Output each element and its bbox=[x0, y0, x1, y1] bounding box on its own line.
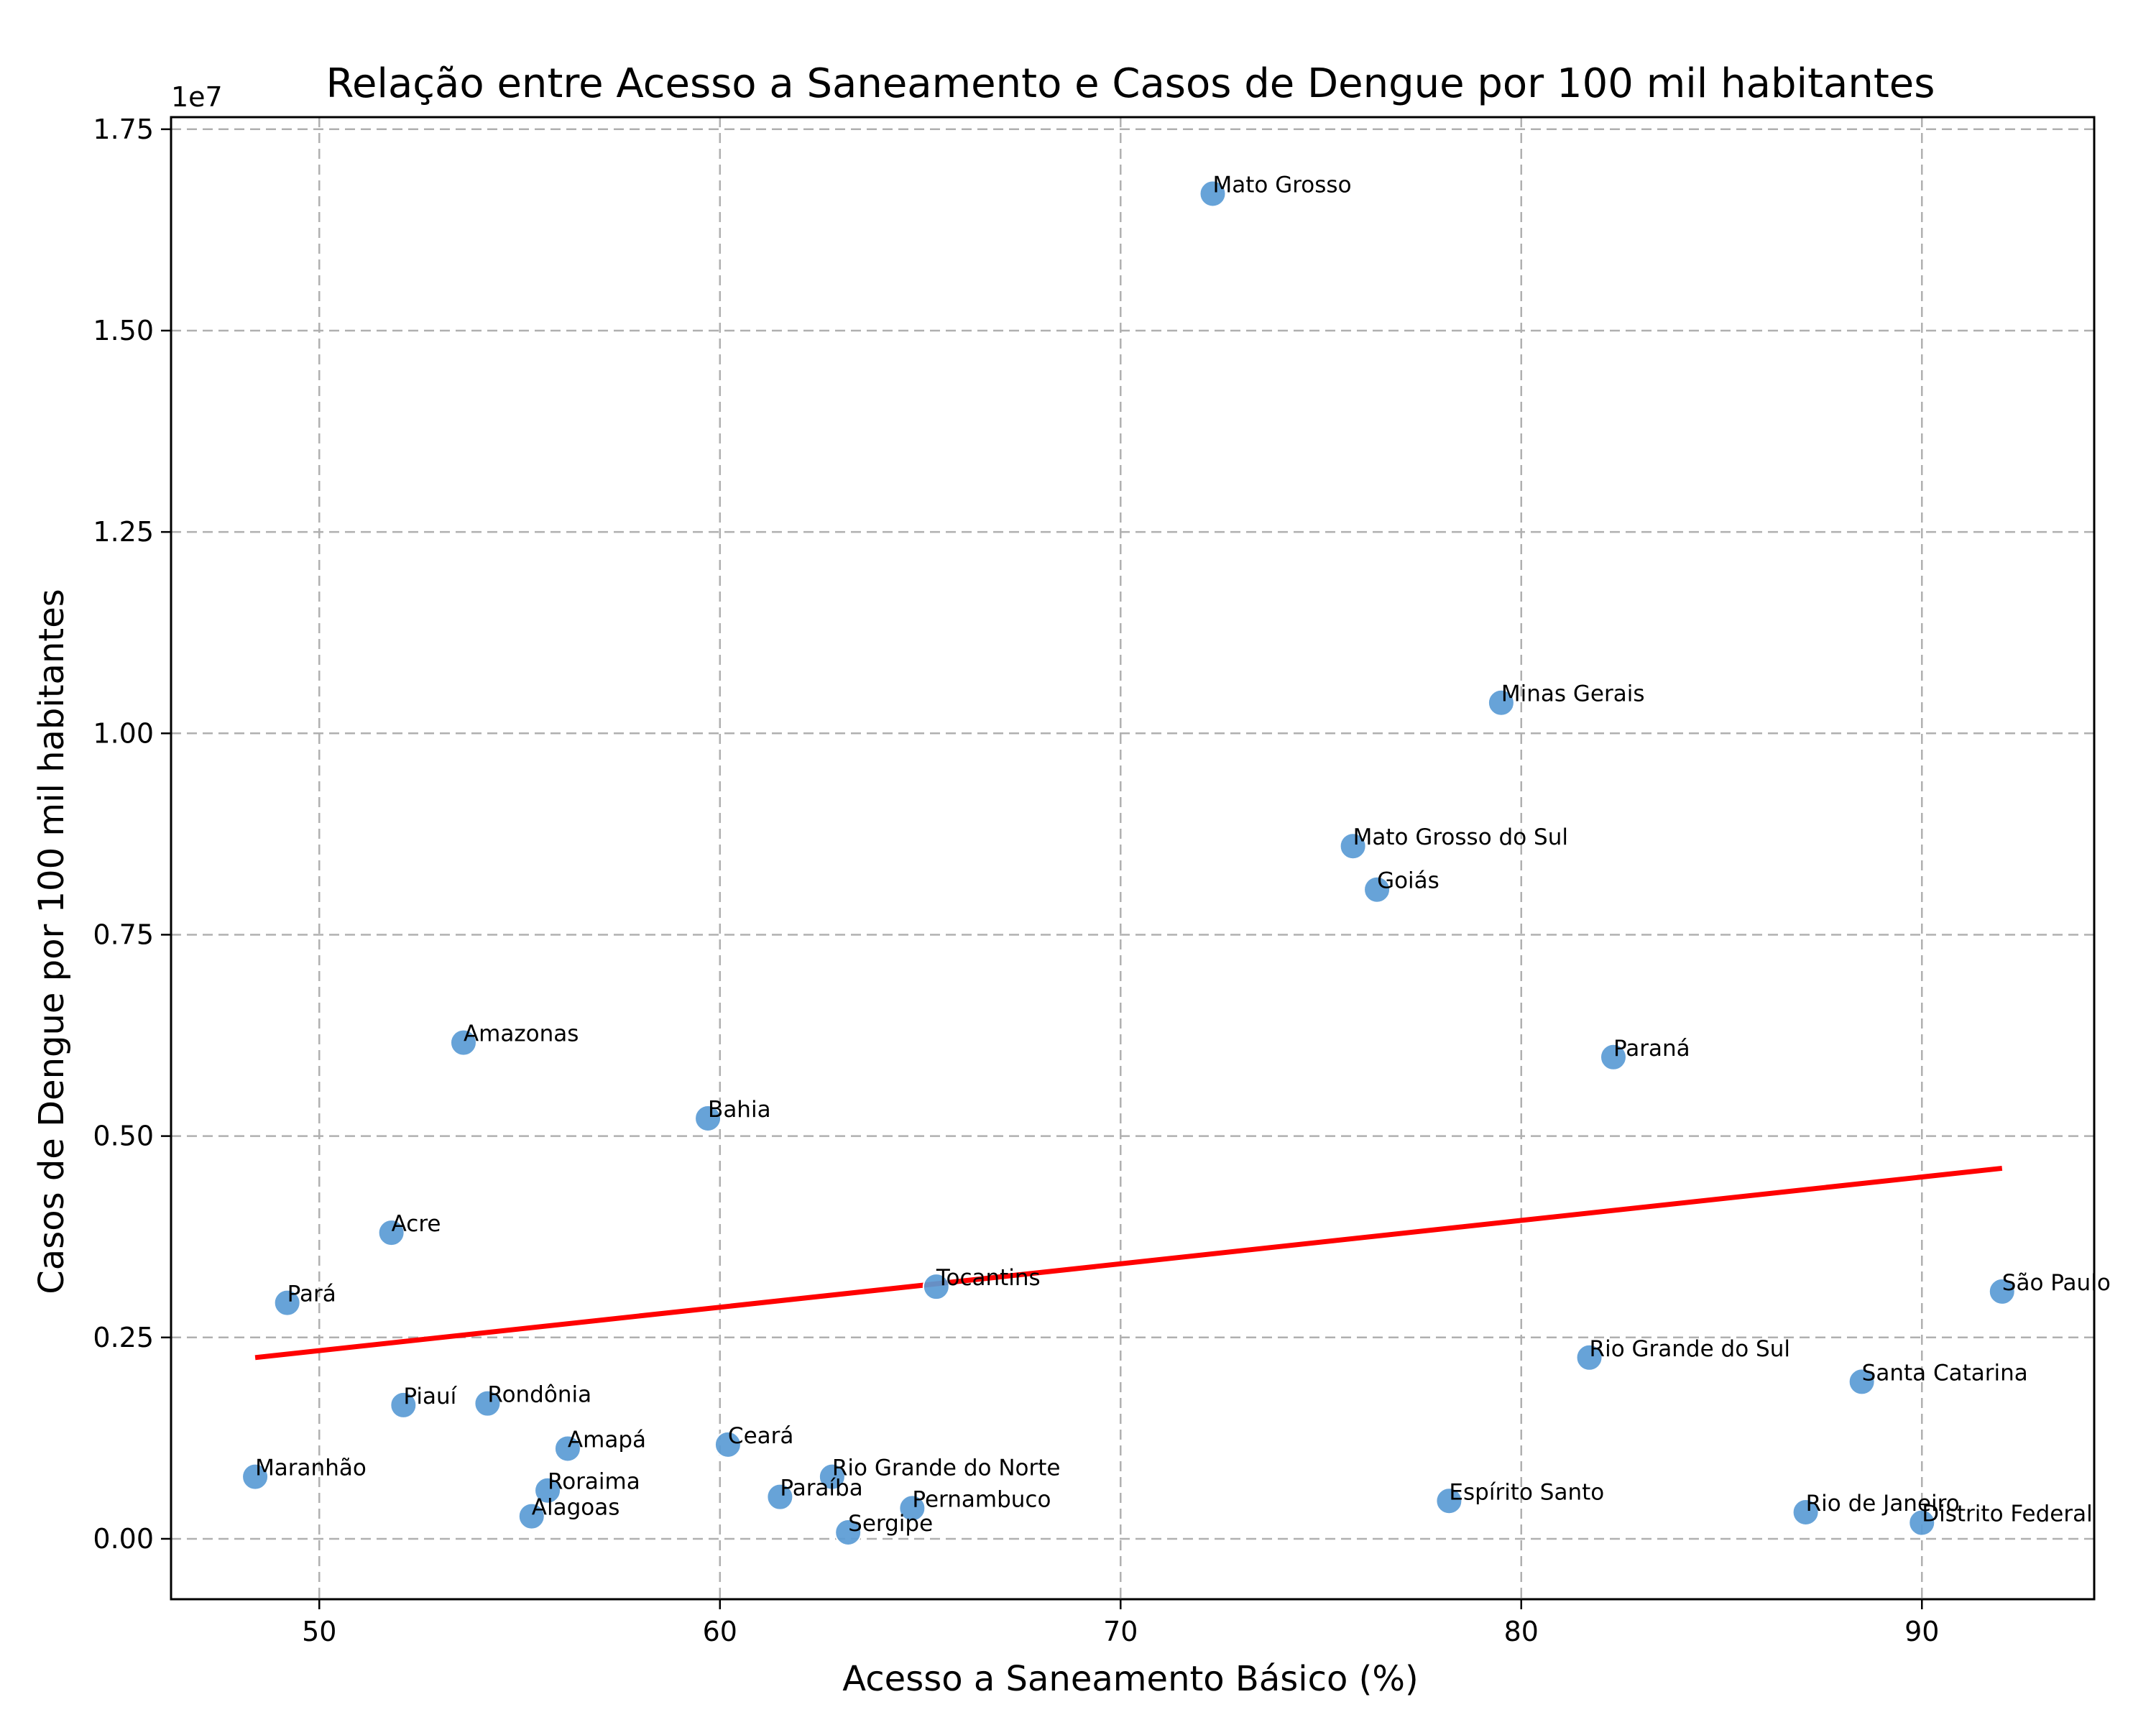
data-point bbox=[1908, 1509, 1936, 1537]
point-label: Rondônia bbox=[487, 1382, 591, 1408]
data-point bbox=[714, 1430, 742, 1458]
point-label: Distrito Federal bbox=[1922, 1501, 2092, 1527]
data-point bbox=[1435, 1487, 1463, 1515]
y-tick-label: 0.00 bbox=[93, 1523, 154, 1555]
x-tick-label: 70 bbox=[1103, 1616, 1138, 1647]
point-label: Santa Catarina bbox=[1862, 1360, 2028, 1386]
point-label: Mato Grosso do Sul bbox=[1353, 824, 1568, 850]
point-label: Acre bbox=[392, 1211, 441, 1237]
data-point bbox=[766, 1483, 794, 1511]
point-label: Sergipe bbox=[848, 1511, 933, 1537]
point-label: Espírito Santo bbox=[1449, 1479, 1604, 1505]
data-point bbox=[1575, 1343, 1603, 1371]
data-point bbox=[553, 1435, 581, 1463]
point-label: Piauí bbox=[403, 1384, 457, 1409]
data-point bbox=[1339, 832, 1367, 860]
data-point bbox=[1199, 180, 1227, 208]
point-label: Bahia bbox=[708, 1097, 771, 1123]
y-offset-label: 1e7 bbox=[171, 81, 223, 113]
point-label: Rio Grande do Sul bbox=[1590, 1336, 1790, 1362]
y-tick-label: 1.25 bbox=[93, 516, 154, 548]
data-point bbox=[818, 1463, 846, 1491]
point-label: Tocantins bbox=[936, 1265, 1041, 1291]
trendline bbox=[254, 1165, 2003, 1361]
point-label: Paraná bbox=[1613, 1036, 1690, 1062]
point-label: Mato Grosso bbox=[1213, 172, 1352, 198]
data-point bbox=[241, 1463, 270, 1491]
data-point bbox=[474, 1389, 502, 1417]
data-point bbox=[694, 1104, 722, 1132]
data-point bbox=[922, 1273, 950, 1301]
data-point bbox=[1487, 689, 1515, 717]
trendline-group bbox=[254, 1165, 2003, 1361]
point-label: Roraima bbox=[548, 1469, 640, 1495]
x-tick-label: 50 bbox=[302, 1616, 336, 1647]
point-label: Amazonas bbox=[464, 1021, 579, 1047]
point-labels-group: Mato Grosso Minas Gerais Mato Grosso do Su… bbox=[255, 172, 2111, 1537]
data-point bbox=[1792, 1498, 1820, 1526]
y-tick-label: 1.00 bbox=[93, 717, 154, 749]
axes-group: 50 60 70 80 90 0.00 0.25 0.50 0.75 1.00 1.25 1.50 1.… bbox=[93, 114, 2096, 1647]
data-point bbox=[1363, 875, 1391, 903]
y-tick-label: 1.50 bbox=[93, 315, 154, 346]
x-tick-label: 60 bbox=[703, 1616, 737, 1647]
data-point bbox=[834, 1518, 862, 1546]
data-point bbox=[449, 1029, 477, 1057]
data-point bbox=[898, 1494, 926, 1522]
chart-title: Relação entre Acesso a Saneamento e Caso… bbox=[326, 60, 1935, 107]
point-label: Rio de Janeiro bbox=[1806, 1491, 1960, 1517]
point-label: São Paulo bbox=[2002, 1270, 2111, 1296]
y-tick-label: 0.75 bbox=[93, 919, 154, 950]
data-point bbox=[390, 1391, 418, 1419]
point-label: Goiás bbox=[1377, 868, 1439, 894]
point-label: Rio Grande do Norte bbox=[832, 1455, 1061, 1481]
points-group bbox=[241, 180, 2016, 1546]
y-axis-label: Casos de Dengue por 100 mil habitantes bbox=[32, 589, 72, 1294]
plot-frame bbox=[170, 116, 2096, 1601]
point-label: Maranhão bbox=[255, 1455, 367, 1481]
point-label: Amapá bbox=[568, 1427, 646, 1453]
x-tick-label: 80 bbox=[1504, 1616, 1539, 1647]
grid-lines bbox=[171, 117, 2094, 1599]
data-point bbox=[517, 1502, 545, 1530]
data-point bbox=[534, 1476, 562, 1504]
point-label: Minas Gerais bbox=[1501, 681, 1645, 707]
point-label: Paraíba bbox=[780, 1476, 862, 1501]
point-label: Alagoas bbox=[532, 1495, 620, 1521]
y-tick-label: 0.50 bbox=[93, 1121, 154, 1152]
data-point bbox=[273, 1289, 301, 1317]
data-point bbox=[1600, 1043, 1627, 1071]
data-point bbox=[1848, 1368, 1876, 1396]
x-tick-label: 90 bbox=[1904, 1616, 1939, 1647]
point-label: Pernambuco bbox=[912, 1486, 1051, 1512]
point-label: Ceará bbox=[728, 1423, 793, 1449]
data-point bbox=[1988, 1277, 2016, 1305]
y-tick-label: 1.75 bbox=[93, 114, 154, 145]
data-point bbox=[377, 1219, 405, 1247]
y-tick-label: 0.25 bbox=[93, 1322, 154, 1353]
point-label: Pará bbox=[287, 1282, 336, 1307]
x-axis-label: Acesso a Saneamento Básico (%) bbox=[842, 1659, 1418, 1699]
